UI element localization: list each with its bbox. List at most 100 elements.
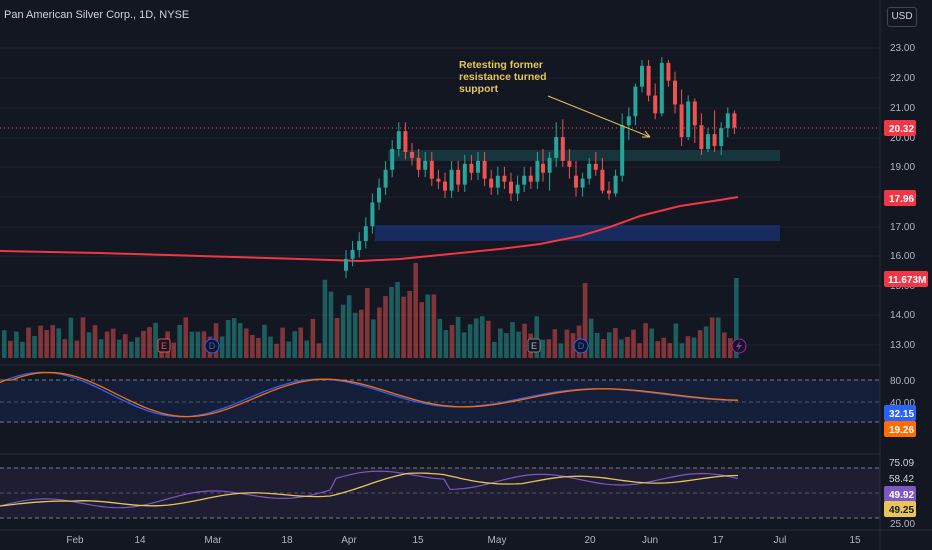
volume-bar	[26, 327, 31, 358]
volume-bar	[56, 328, 61, 358]
volume-bar	[256, 338, 261, 358]
candle	[489, 179, 493, 188]
time-label: 17	[712, 535, 724, 546]
volume-bar	[504, 333, 509, 358]
last-price-label: 20.32	[884, 120, 916, 136]
volume-bar	[190, 332, 195, 358]
volume-bar	[595, 333, 600, 358]
volume-bar	[341, 305, 346, 358]
candle	[574, 176, 578, 188]
volume-bar	[311, 319, 316, 358]
candle	[600, 170, 604, 191]
volume-bar	[432, 294, 437, 358]
price-tick: 16.00	[890, 251, 915, 262]
volume-bar	[32, 336, 37, 358]
volume-bar	[498, 328, 503, 358]
volume-bar	[329, 292, 334, 358]
volume-bar	[668, 343, 673, 358]
volume-bar	[184, 317, 189, 358]
candle	[370, 202, 374, 226]
volume-bar	[196, 332, 201, 358]
volume-bar	[444, 330, 449, 358]
time-label: Feb	[66, 535, 84, 546]
price-tick: 17.00	[890, 222, 915, 233]
time-label: 15	[849, 535, 861, 546]
lightning-icon[interactable]	[732, 339, 746, 353]
dividend-marker[interactable]: D	[574, 339, 588, 353]
volume-bar	[553, 329, 558, 358]
volume-bar	[153, 323, 158, 358]
earnings-marker[interactable]: E	[528, 339, 540, 352]
volume-bar	[486, 321, 491, 358]
candle	[483, 161, 487, 179]
candle	[713, 134, 717, 146]
volume-bar	[286, 341, 291, 358]
volume-bar	[655, 341, 660, 358]
volume-bar	[686, 336, 691, 358]
candle	[567, 161, 571, 167]
candle	[443, 182, 447, 191]
time-label: Jul	[774, 535, 787, 546]
candle	[522, 176, 526, 185]
volume-bar	[268, 337, 273, 358]
candle	[423, 161, 427, 170]
annotation-line-1: Retesting former	[459, 59, 543, 71]
price-tick: 19.00	[890, 162, 915, 173]
candle	[653, 96, 657, 114]
time-label: 15	[412, 535, 424, 546]
volume-bar	[565, 330, 570, 358]
candle	[390, 149, 394, 170]
volume-bar	[8, 341, 13, 358]
annotation-line-2: resistance turned	[459, 71, 547, 83]
volume-bar	[589, 319, 594, 358]
volume-bar	[280, 328, 285, 358]
volume-bar	[456, 317, 461, 358]
volume-bar	[63, 339, 68, 358]
candle	[541, 164, 545, 173]
earnings-marker[interactable]: E	[158, 339, 170, 352]
candle	[719, 128, 723, 146]
candle	[587, 164, 591, 179]
volume-bar	[607, 332, 612, 358]
candle	[633, 87, 637, 117]
candle	[456, 170, 460, 185]
candle	[509, 182, 513, 194]
svg-text:75.09: 75.09	[889, 458, 914, 469]
time-label: Jun	[642, 535, 658, 546]
svg-text:32.15: 32.15	[889, 409, 914, 420]
candle	[344, 259, 348, 271]
candle	[693, 101, 697, 125]
volume-bar	[50, 325, 55, 358]
svg-text:D: D	[578, 341, 585, 351]
volume-bar	[347, 295, 352, 358]
time-label: Mar	[204, 535, 222, 546]
candle	[706, 134, 710, 149]
candle	[436, 179, 440, 182]
volume-bar	[274, 344, 279, 358]
candle	[686, 101, 690, 137]
price-tick: 23.00	[890, 43, 915, 54]
volume-bar	[480, 316, 485, 358]
time-label: 20	[584, 535, 596, 546]
candle	[502, 176, 506, 182]
candle	[397, 131, 401, 149]
dividend-marker[interactable]: D	[205, 339, 219, 353]
volume-bar	[722, 332, 727, 358]
svg-text:58.42: 58.42	[889, 474, 914, 485]
volume-bar	[226, 320, 231, 358]
volume-bar	[401, 297, 406, 358]
candle	[726, 113, 730, 128]
volume-bar	[298, 328, 303, 358]
demand-zone	[375, 225, 780, 241]
candle	[548, 158, 552, 173]
candle	[410, 152, 414, 158]
candle	[417, 158, 421, 170]
volume-bar	[250, 335, 255, 358]
volume-bar	[643, 323, 648, 358]
volume-bar	[99, 339, 104, 358]
volume-bar	[468, 324, 473, 358]
candle	[640, 66, 644, 87]
time-axis[interactable]: Feb 14 Mar 18 Apr 15 May 20 Jun 17 Jul 1…	[66, 535, 861, 546]
volume-label: 11.673M	[884, 271, 928, 287]
